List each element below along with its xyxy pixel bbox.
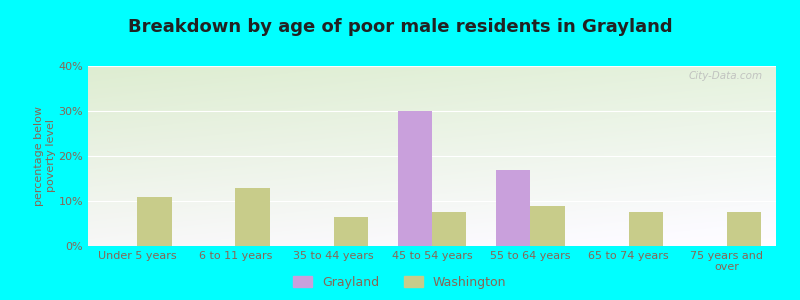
Text: City-Data.com: City-Data.com	[688, 71, 762, 81]
Bar	[727, 212, 762, 246]
Bar	[530, 206, 565, 246]
Bar	[398, 111, 432, 246]
Legend: Grayland, Washington: Grayland, Washington	[289, 271, 511, 294]
Text: Breakdown by age of poor male residents in Grayland: Breakdown by age of poor male residents …	[128, 18, 672, 36]
Bar	[235, 188, 270, 246]
Y-axis label: percentage below
poverty level: percentage below poverty level	[34, 106, 56, 206]
Bar	[496, 169, 530, 246]
Bar	[137, 196, 171, 246]
Bar	[629, 212, 663, 246]
Bar	[432, 212, 466, 246]
Bar	[334, 217, 368, 246]
